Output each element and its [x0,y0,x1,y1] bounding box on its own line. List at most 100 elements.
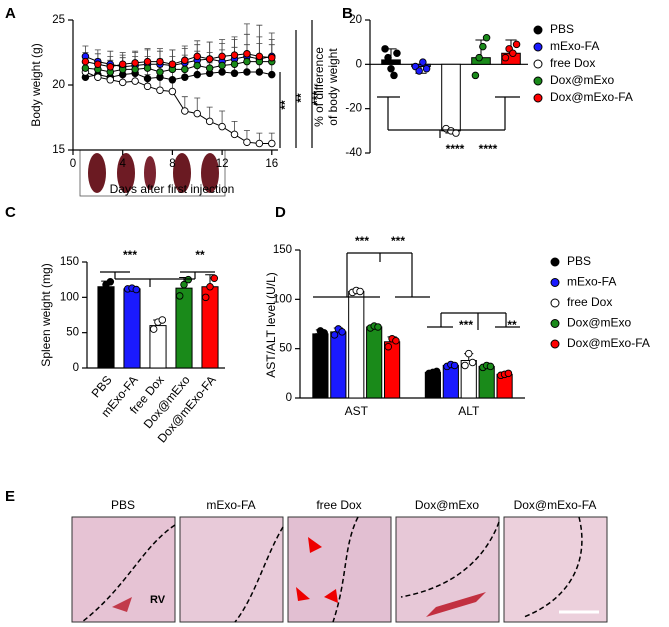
y-axis-label: AST/ALT level (U/L) [264,272,278,378]
legend-label: Dox@mExo-FA [567,336,650,350]
data-point [504,369,513,378]
significance-label: *** [123,248,137,262]
bar [366,326,383,399]
data-point [255,52,264,61]
y-tick-label: 100 [273,293,292,305]
data-point [205,117,214,126]
data-point [384,342,393,351]
data-point [312,333,321,341]
data-point [230,69,239,78]
data-point [255,139,264,148]
data-point [422,65,431,73]
data-point [193,109,201,118]
data-point [419,58,427,66]
image-title: Dox@mExo-FA [514,498,597,512]
image-title: PBS [111,498,135,512]
data-point [468,358,477,367]
y-tick-label: 20 [52,79,65,91]
data-point [181,65,189,74]
data-point [193,70,201,79]
data-point [243,138,251,146]
bar [441,63,461,132]
legend-label: mExo-FA [567,275,616,289]
data-point [106,278,115,286]
legend-marker [550,319,560,328]
y-tick-label: 25 [52,14,65,26]
x-tick-label: 12 [216,158,229,170]
panel-letter: C [5,204,16,221]
data-point [168,60,177,68]
data-point [97,287,106,296]
data-point [230,130,239,139]
y-tick-label: 100 [60,291,79,303]
y-tick-label: 0 [356,58,362,70]
series-line [85,71,272,81]
data-point [118,78,127,87]
data-point [512,40,521,49]
data-point [450,361,459,370]
series-line [85,71,272,144]
data-point [330,331,339,339]
y-tick-label: 150 [60,256,79,268]
data-point [81,57,90,66]
image-title: mExo-FA [206,498,255,512]
significance-label: *** [391,234,405,248]
y-tick-label: 0 [73,362,79,374]
x-axis-label: Days after first injection [110,182,235,196]
legend-marker [533,42,543,52]
legend-label: free Dox [550,56,595,70]
data-point [338,328,346,336]
bar [381,59,401,65]
x-tick-label: 8 [169,158,175,170]
significance-label: **** [446,142,465,156]
panel-letter: D [275,204,286,221]
data-point [156,57,164,66]
legend-label: free Dox [567,295,612,309]
significance-label: ** [294,93,308,103]
image-title: free Dox [316,498,361,512]
x-tick-label: AST [345,404,369,418]
legend-label: Dox@mExo [567,316,632,330]
x-tick-label: 16 [265,158,278,170]
data-point [268,70,276,79]
data-point [415,67,423,75]
y-tick-label: 150 [273,244,292,256]
data-point [106,63,115,71]
data-point [501,53,510,62]
y-tick-label: 0 [286,392,292,404]
data-point [432,367,441,376]
data-point [486,362,495,371]
legend-label: Dox@mExo [550,73,615,87]
data-point [218,122,226,131]
bar [123,288,141,369]
data-point [205,55,214,63]
spleen-photo [79,149,226,197]
significance-label: ** [195,248,205,262]
data-point [193,61,201,70]
bar [97,286,115,369]
legend-marker [550,298,560,308]
significance-label: *** [310,91,324,105]
legend-marker [533,59,543,69]
data-point [168,87,177,96]
y-tick-label: 50 [66,327,79,339]
bar [312,333,329,399]
data-point [81,64,90,72]
annotation: RV [150,594,166,606]
significance-label: *** [459,318,473,332]
data-point [509,49,517,58]
data-point [390,71,398,80]
data-point [218,68,226,76]
legend-marker [550,278,560,287]
data-point [184,275,193,284]
significance-label: *** [355,234,369,248]
data-point [143,64,152,72]
legend-marker [533,76,543,86]
series-line [85,61,272,73]
legend-marker [550,339,560,349]
data-point [181,107,189,115]
data-point [218,52,226,61]
data-point [384,53,392,62]
significance-label: **** [479,142,498,156]
